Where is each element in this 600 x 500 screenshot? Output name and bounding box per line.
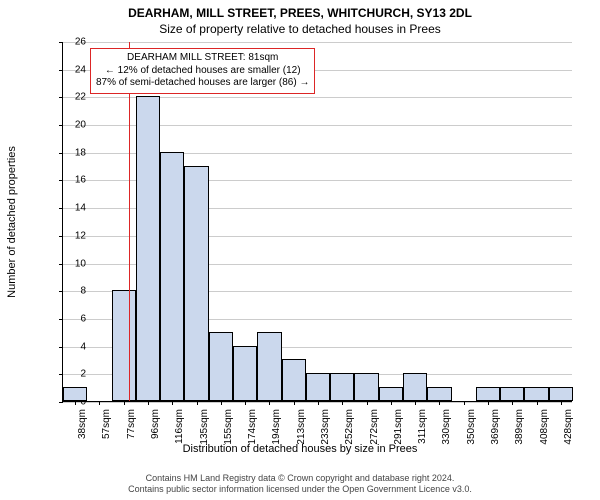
y-tick-label: 8 (46, 286, 86, 297)
attribution: Contains HM Land Registry data © Crown c… (0, 473, 600, 496)
annotation-line: 87% of semi-detached houses are larger (… (96, 77, 309, 90)
annotation-line: ← 12% of detached houses are smaller (12… (96, 65, 309, 78)
x-tick-mark (124, 401, 125, 405)
chart-container: DEARHAM, MILL STREET, PREES, WHITCHURCH,… (0, 0, 600, 500)
y-tick-label: 12 (46, 230, 86, 241)
bar (476, 387, 500, 401)
chart-title-2: Size of property relative to detached ho… (0, 22, 600, 36)
bar (427, 387, 451, 401)
x-tick-mark (172, 401, 173, 405)
y-tick-label: 22 (46, 92, 86, 103)
x-tick-mark (367, 401, 368, 405)
x-tick-label: 57sqm (101, 409, 112, 459)
y-axis-label: Number of detached properties (6, 146, 18, 298)
y-tick-label: 26 (46, 37, 86, 48)
bar (549, 387, 573, 401)
x-tick-label: 311sqm (417, 409, 428, 459)
bar (257, 332, 281, 401)
bar (136, 96, 160, 401)
y-tick-label: 16 (46, 175, 86, 186)
x-tick-mark (561, 401, 562, 405)
annotation-line: DEARHAM MILL STREET: 81sqm (96, 52, 309, 65)
x-tick-mark (342, 401, 343, 405)
x-tick-label: 38sqm (77, 409, 88, 459)
attribution-line1: Contains HM Land Registry data © Crown c… (0, 473, 600, 485)
bar (500, 387, 524, 401)
x-tick-mark (512, 401, 513, 405)
x-tick-mark (197, 401, 198, 405)
attribution-line2: Contains public sector information licen… (0, 484, 600, 496)
bar (306, 373, 330, 401)
bar (282, 359, 306, 401)
x-tick-label: 135sqm (199, 409, 210, 459)
x-tick-label: 369sqm (490, 409, 501, 459)
x-tick-label: 350sqm (466, 409, 477, 459)
x-tick-label: 233sqm (320, 409, 331, 459)
x-tick-label: 96sqm (150, 409, 161, 459)
x-tick-label: 155sqm (223, 409, 234, 459)
x-tick-mark (318, 401, 319, 405)
y-tick-label: 4 (46, 341, 86, 352)
y-tick-label: 20 (46, 120, 86, 131)
x-tick-mark (391, 401, 392, 405)
bar (160, 152, 184, 401)
y-tick-label: 24 (46, 64, 86, 75)
annotation-box: DEARHAM MILL STREET: 81sqm← 12% of detac… (90, 48, 315, 94)
y-tick-label: 10 (46, 258, 86, 269)
bar (184, 166, 208, 401)
x-tick-label: 330sqm (441, 409, 452, 459)
bar (379, 387, 403, 401)
y-tick-label: 14 (46, 203, 86, 214)
x-tick-label: 408sqm (539, 409, 550, 459)
y-tick-label: 6 (46, 313, 86, 324)
bar (63, 387, 87, 401)
x-tick-label: 252sqm (344, 409, 355, 459)
bar (330, 373, 354, 401)
x-tick-label: 194sqm (271, 409, 282, 459)
x-tick-mark (245, 401, 246, 405)
x-tick-mark (269, 401, 270, 405)
x-tick-mark (99, 401, 100, 405)
x-tick-label: 428sqm (563, 409, 574, 459)
bar (209, 332, 233, 401)
x-tick-label: 272sqm (369, 409, 380, 459)
y-tick-label: 2 (46, 369, 86, 380)
marker-line (129, 42, 130, 401)
x-tick-mark (415, 401, 416, 405)
x-tick-label: 116sqm (174, 409, 185, 459)
x-tick-mark (221, 401, 222, 405)
x-tick-label: 213sqm (296, 409, 307, 459)
x-tick-mark (537, 401, 538, 405)
x-tick-mark (294, 401, 295, 405)
y-tick-label: 18 (46, 147, 86, 158)
bar (524, 387, 548, 401)
x-tick-label: 389sqm (514, 409, 525, 459)
bar (112, 290, 136, 401)
bar (403, 373, 427, 401)
plot-area (62, 42, 572, 402)
x-tick-label: 77sqm (126, 409, 137, 459)
x-tick-mark (464, 401, 465, 405)
x-tick-label: 174sqm (247, 409, 258, 459)
bar (354, 373, 378, 401)
x-tick-label: 291sqm (393, 409, 404, 459)
x-tick-mark (148, 401, 149, 405)
bar (233, 346, 257, 401)
x-tick-mark (439, 401, 440, 405)
x-tick-mark (488, 401, 489, 405)
chart-title-1: DEARHAM, MILL STREET, PREES, WHITCHURCH,… (0, 6, 600, 20)
grid-line (63, 42, 572, 43)
